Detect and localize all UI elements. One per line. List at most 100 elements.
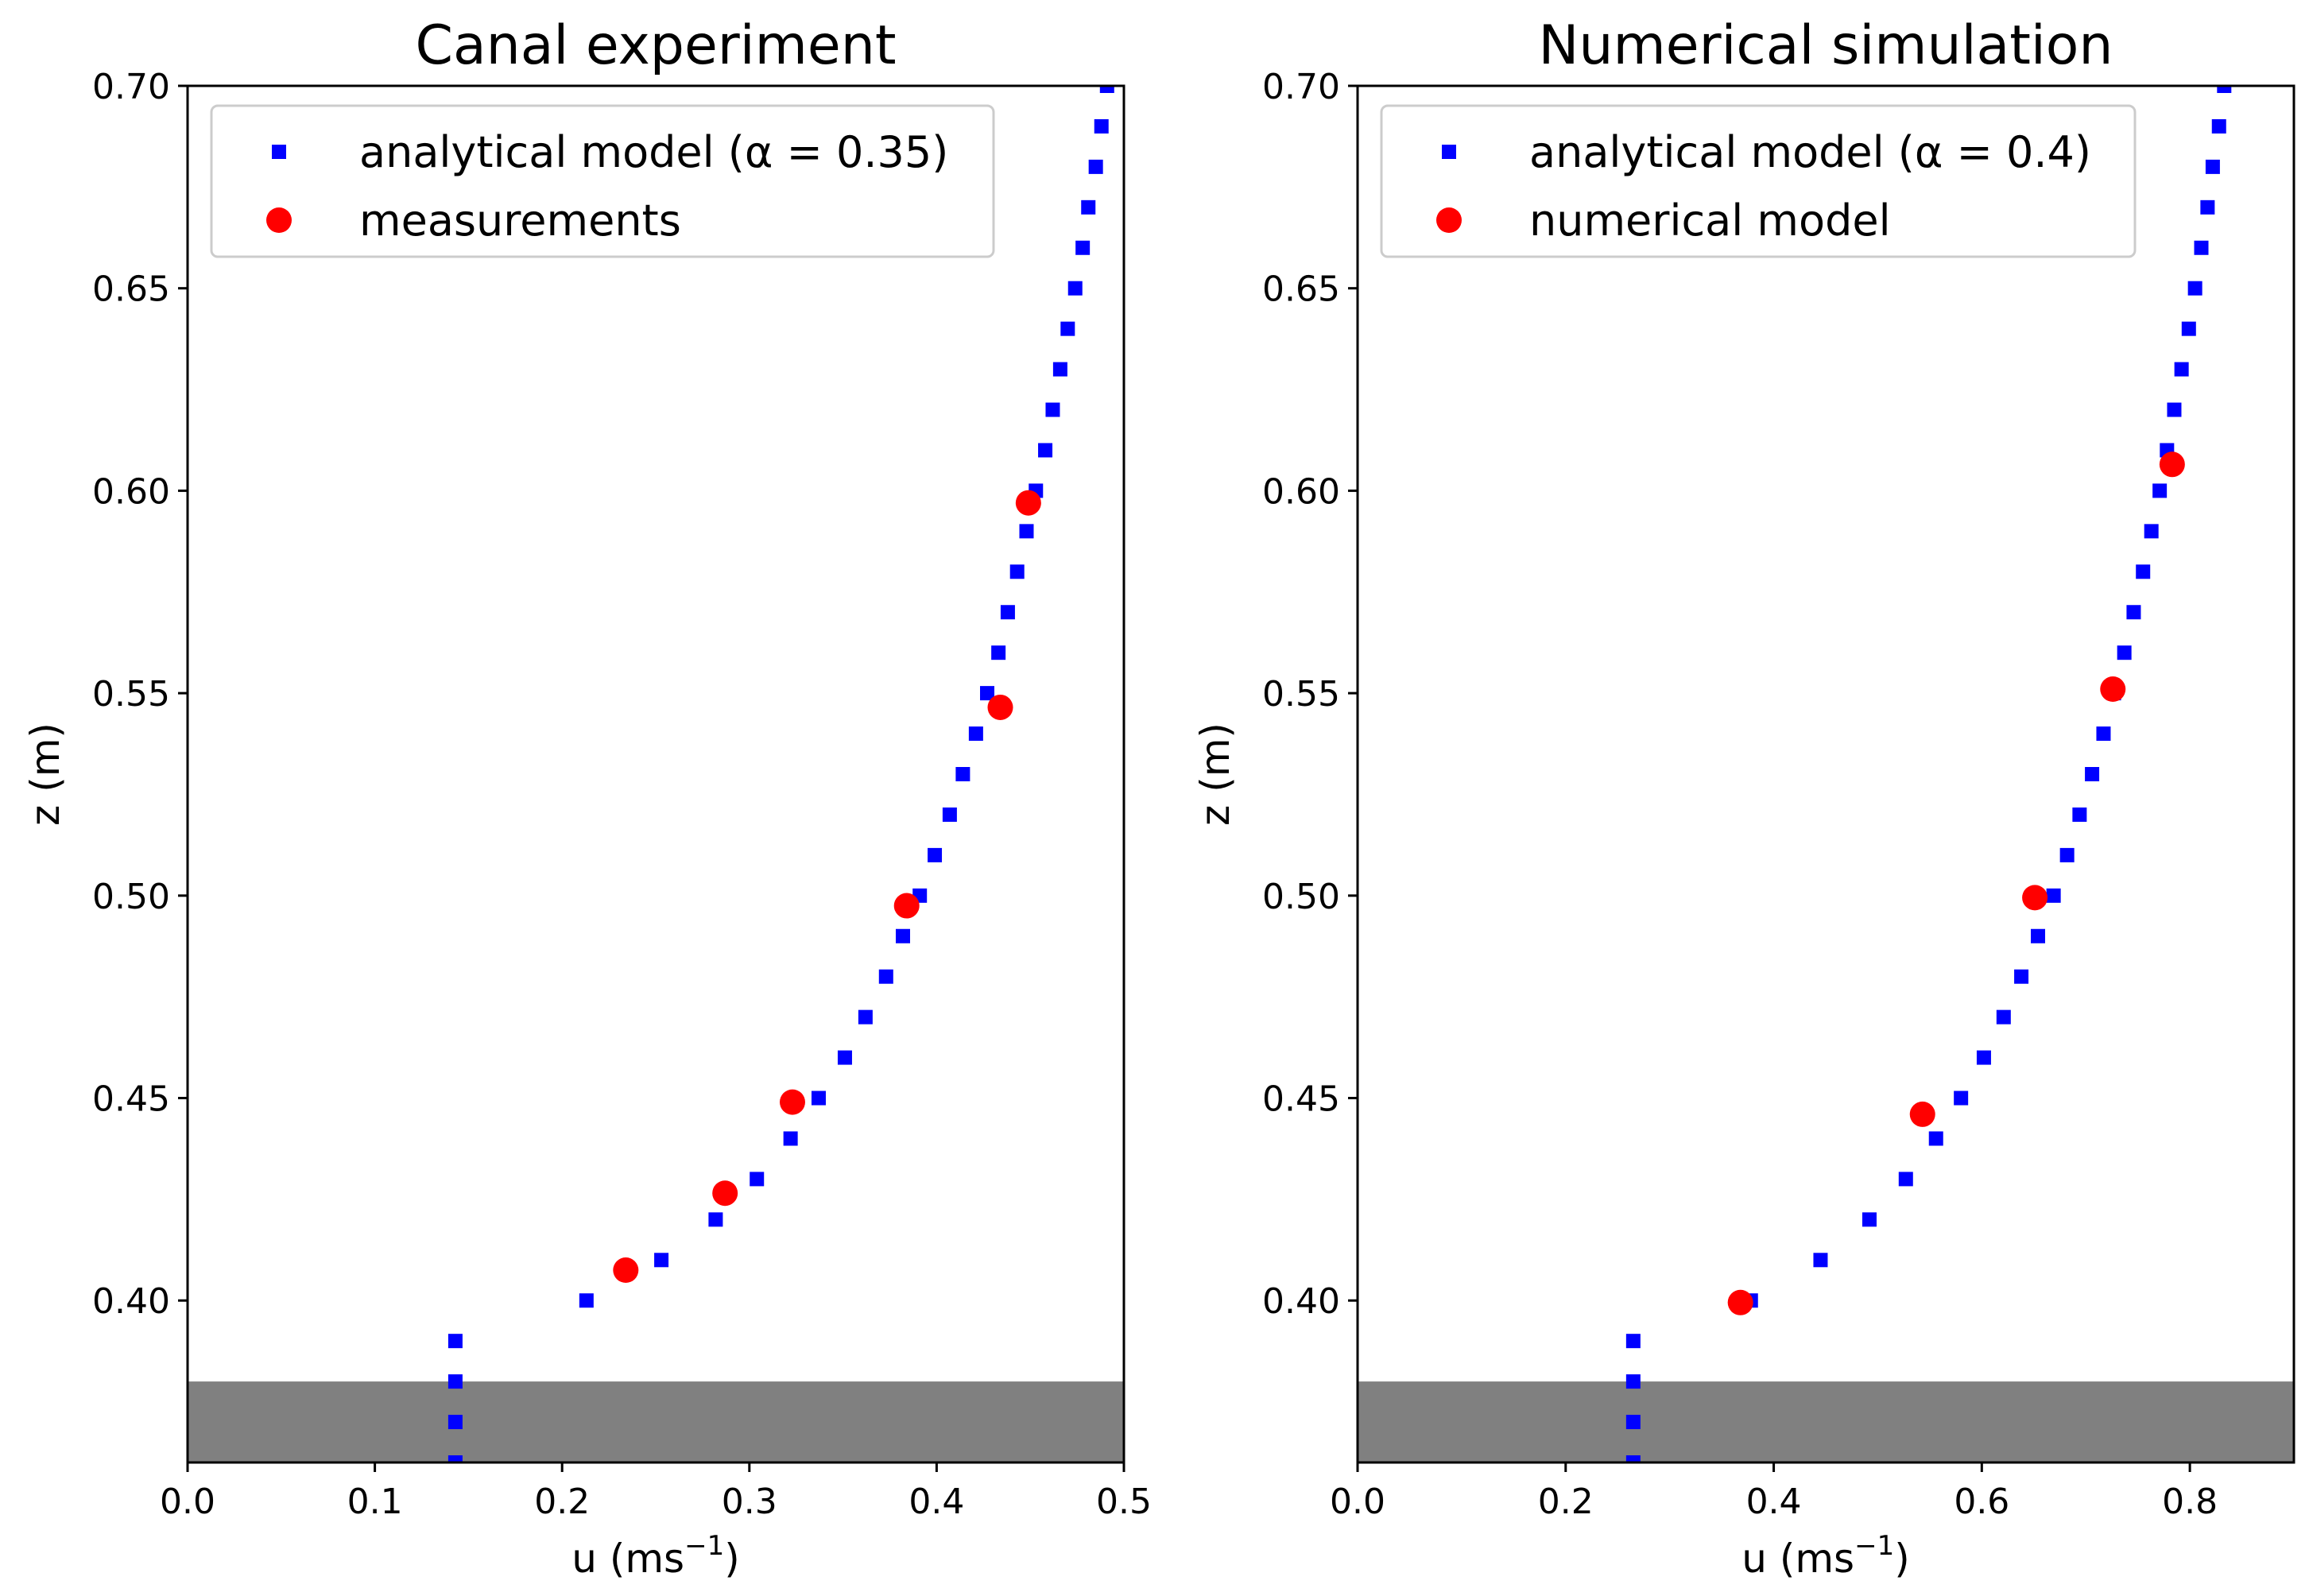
y-tick-label: 0.55	[92, 674, 170, 715]
analytical-point-z0_54	[2096, 726, 2111, 742]
analytical-point-z0_45	[1954, 1090, 1969, 1106]
analytical-point-z0_59	[1019, 524, 1034, 539]
analytical-point-z0_53	[955, 767, 970, 781]
legend-marker-square	[272, 145, 286, 159]
analytical-point-z0_65	[2187, 281, 2202, 296]
analytical-point-z0_44	[783, 1131, 798, 1146]
analytical-point-z0_5	[2046, 888, 2061, 903]
data-point-z0_449	[779, 1089, 805, 1115]
y-tick-label: 0.45	[1262, 1079, 1340, 1120]
legend-box	[210, 104, 995, 258]
analytical-point-z0_58	[2136, 564, 2151, 579]
analytical-point-z0_51	[928, 847, 943, 862]
data-point-z0_4075	[613, 1257, 639, 1284]
x-tick-label: 0.0	[160, 1482, 215, 1522]
analytical-point-z0_49	[2031, 928, 2046, 943]
legend-marker-square	[1442, 145, 1456, 159]
legend-label: analytical model (α = 0.4)	[1529, 127, 2091, 177]
x-tick-label: 0.5	[1096, 1482, 1152, 1522]
analytical-point-z0_7	[2217, 86, 2232, 93]
analytical-point-z0_56	[991, 645, 1006, 660]
data-point-z0_4995	[2022, 885, 2048, 911]
panel-canal-experiment: 0.0 0.1 0.2 0.3 0.4 0.5 0.40 0.45 0.50 0.55 0.60 0.…	[22, 14, 1152, 1582]
x-axis-label-exponent: −1	[684, 1530, 724, 1562]
analytical-point-z0_43	[1898, 1172, 1913, 1187]
analytical-point-z0_58	[1009, 564, 1025, 579]
analytical-point-z0_48	[878, 969, 893, 984]
chart-title: Numerical simulation	[1539, 14, 2113, 77]
y-tick-label: 0.40	[92, 1281, 170, 1322]
y-axis-label: z (m)	[1192, 722, 1238, 826]
x-axis-label-base: u (ms	[1741, 1536, 1854, 1582]
legend-box	[1380, 104, 2137, 258]
legend-marker-circle	[266, 207, 292, 233]
x-tick-label: 0.8	[2162, 1482, 2218, 1522]
x-axis-label-close: )	[1894, 1536, 1910, 1582]
data-point-z0_551	[2100, 676, 2126, 703]
x-tick-label: 0.0	[1330, 1482, 1385, 1522]
analytical-point-z0_53	[2085, 767, 2100, 781]
y-tick-label: 0.45	[92, 1079, 170, 1120]
legend-label: numerical model	[1529, 196, 1891, 246]
analytical-point-z0_55	[980, 686, 995, 701]
analytical-point-z0_41	[1813, 1253, 1828, 1268]
y-tick-label: 0.50	[1262, 877, 1340, 917]
data-point-z0_4265	[712, 1180, 738, 1207]
analytical-point-z0_68	[2205, 159, 2220, 174]
analytical-point-z0_46	[1976, 1050, 1991, 1065]
data-point-z0_446	[1909, 1101, 1935, 1127]
series-observed	[1727, 451, 2185, 1315]
x-tick-label: 0.1	[347, 1482, 403, 1522]
analytical-point-z0_44	[1928, 1131, 1943, 1146]
analytical-point-z0_6	[2152, 483, 2168, 498]
analytical-point-z0_68	[1088, 159, 1103, 174]
plot-area	[188, 86, 1124, 1462]
legend: analytical model (α = 0.4) numerical mode…	[1380, 104, 2137, 258]
analytical-point-z0_57	[1000, 605, 1015, 620]
analytical-point-z0_66	[1075, 240, 1091, 255]
analytical-point-z0_49	[895, 928, 910, 943]
x-tick-label: 0.3	[722, 1482, 777, 1522]
analytical-point-z0_67	[1081, 200, 1096, 215]
y-tick-label: 0.50	[92, 877, 170, 917]
analytical-point-z0_37	[1625, 1415, 1641, 1430]
y-tick-label: 0.55	[1262, 674, 1340, 715]
analytical-point-z0_64	[2181, 321, 2196, 336]
analytical-point-z0_66	[2194, 240, 2209, 255]
analytical-point-z0_57	[2126, 605, 2141, 620]
x-tick-label: 0.4	[1746, 1482, 1802, 1522]
legend-label: analytical model (α = 0.35)	[359, 127, 948, 177]
x-tick-label: 0.4	[908, 1482, 964, 1522]
analytical-point-z0_42	[1862, 1212, 1877, 1227]
x-axis-label-close: )	[724, 1536, 740, 1582]
analytical-point-z0_43	[750, 1172, 765, 1187]
legend-marker-circle	[1436, 207, 1462, 233]
panel-numerical-simulation: 0.0 0.2 0.4 0.6 0.8 0.40 0.45 0.50 0.55 0.60 0.65 0…	[1192, 14, 2295, 1582]
analytical-point-z0_62	[1045, 402, 1060, 417]
y-tick-label: 0.60	[1262, 471, 1340, 512]
analytical-point-z0_54	[968, 726, 983, 742]
analytical-point-z0_52	[2072, 807, 2087, 822]
analytical-point-z0_7	[1099, 86, 1114, 93]
y-tick-label: 0.70	[92, 67, 170, 107]
analytical-point-z0_45	[811, 1090, 826, 1106]
y-tick-label: 0.60	[92, 471, 170, 512]
x-axis-label: u (ms−1)	[1741, 1530, 1910, 1582]
analytical-point-z0_69	[2211, 118, 2226, 134]
analytical-point-z0_59	[2144, 524, 2159, 539]
shaded-bed-band	[1358, 1381, 2294, 1462]
data-point-z0_597	[1015, 490, 1041, 516]
data-point-z0_6065	[2159, 451, 2185, 478]
analytical-point-z0_64	[1060, 321, 1075, 336]
analytical-point-z0_36	[447, 1455, 463, 1462]
y-tick-label: 0.65	[1262, 269, 1340, 310]
x-tick-label: 0.2	[1538, 1482, 1594, 1522]
x-axis-label-exponent: −1	[1854, 1530, 1894, 1562]
y-axis-label: z (m)	[22, 722, 68, 826]
analytical-point-z0_38	[1625, 1374, 1641, 1389]
analytical-point-z0_46	[837, 1050, 852, 1065]
analytical-point-z0_63	[2174, 362, 2189, 377]
analytical-point-z0_52	[942, 807, 957, 822]
data-point-z0_5465	[987, 694, 1013, 720]
